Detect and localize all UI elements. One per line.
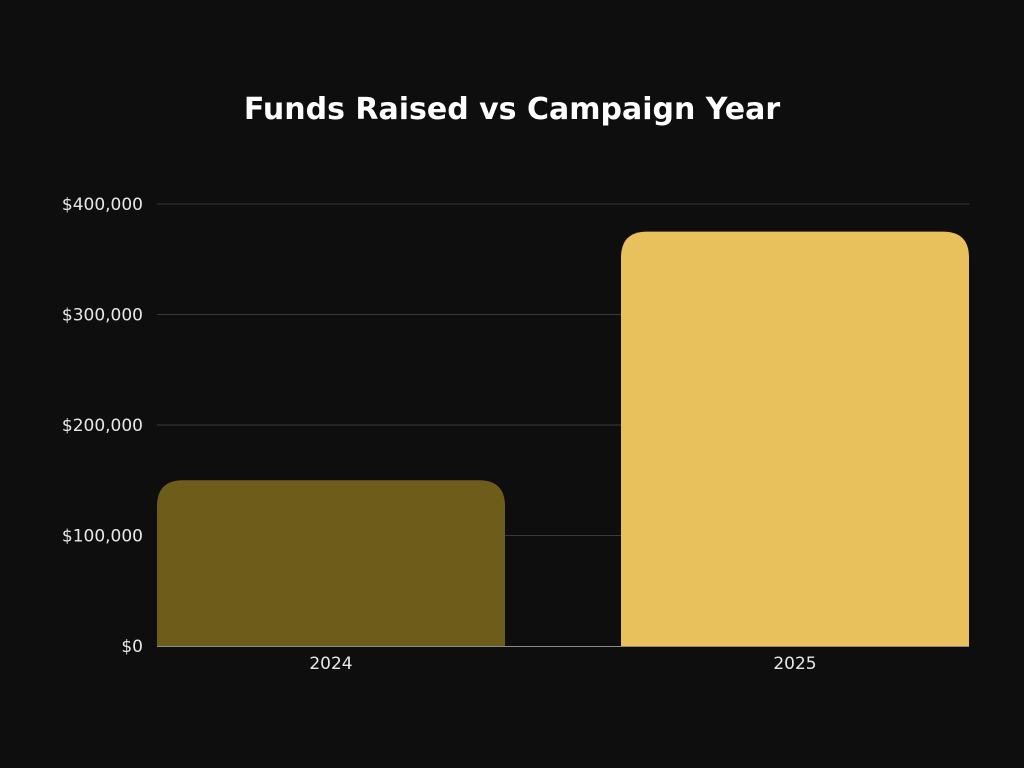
y-tick-label: $0 xyxy=(121,637,143,657)
y-tick-label: $400,000 xyxy=(62,195,143,215)
y-tick-label: $200,000 xyxy=(62,416,143,436)
y-axis-tick-labels: $0 $100,000 $200,000 $300,000 $400,000 xyxy=(62,195,143,657)
x-axis-tick-labels: 2024 2025 xyxy=(309,654,816,674)
x-tick-label: 2025 xyxy=(773,654,816,674)
x-tick-label: 2024 xyxy=(309,654,352,674)
bar-2025 xyxy=(621,231,969,646)
y-tick-label: $100,000 xyxy=(62,527,143,547)
bars xyxy=(157,231,969,646)
bar-2024 xyxy=(157,480,505,646)
y-tick-label: $300,000 xyxy=(62,306,143,326)
chart-title: Funds Raised vs Campaign Year xyxy=(243,92,781,127)
